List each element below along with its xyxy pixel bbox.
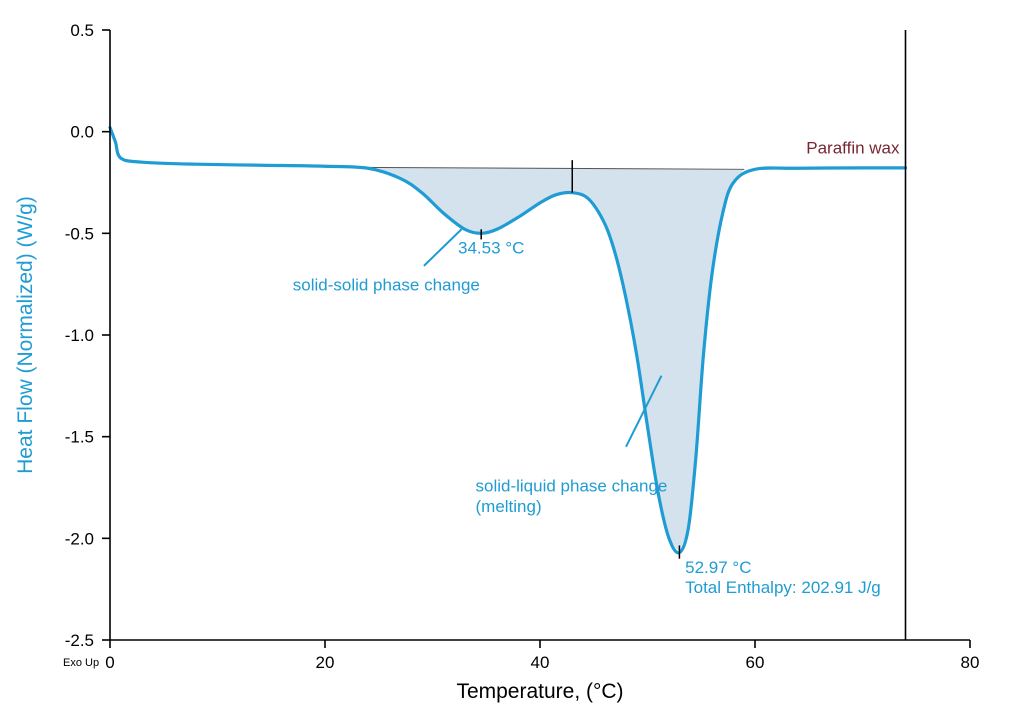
x-tick-label: 0 — [105, 653, 114, 672]
solid-liquid-annotation-line2: (melting) — [476, 497, 542, 516]
x-axis-label: Temperature, (°C) — [456, 680, 623, 703]
sample-label: Paraffin wax — [806, 139, 900, 158]
chart-svg: 0 20 40 60 80 0.5 0.0 -0.5 -1.0 -1.5 -2.0 -2.5 Heat… — [0, 0, 1010, 711]
x-tick-label: 60 — [746, 653, 765, 672]
dsc-chart: 0 20 40 60 80 0.5 0.0 -0.5 -1.0 -1.5 -2.0 -2.5 Heat… — [0, 0, 1010, 711]
x-tick-label: 40 — [531, 653, 550, 672]
x-tick-label: 20 — [316, 653, 335, 672]
enthalpy-label: Total Enthalpy: 202.91 J/g — [685, 578, 881, 597]
solid-liquid-annotation-line1: solid-liquid phase change — [476, 477, 668, 496]
solid-solid-annotation: solid-solid phase change — [293, 275, 480, 294]
y-tick-label: -2.5 — [65, 631, 94, 650]
y-tick-label: -1.0 — [65, 326, 94, 345]
peak1-temperature-label: 34.53 °C — [458, 239, 524, 258]
x-tick-label: 80 — [961, 653, 980, 672]
y-tick-label: 0.5 — [70, 21, 94, 40]
y-tick-label: -1.5 — [65, 428, 94, 447]
exo-up-label: Exo Up — [63, 657, 99, 669]
y-tick-label: -2.0 — [65, 529, 94, 548]
y-axis-label: Heat Flow (Normalized) (W/g) — [14, 196, 37, 474]
y-tick-label: 0.0 — [70, 123, 94, 142]
y-tick-label: -0.5 — [65, 224, 94, 243]
peak2-temperature-label: 52.97 °C — [685, 558, 751, 577]
